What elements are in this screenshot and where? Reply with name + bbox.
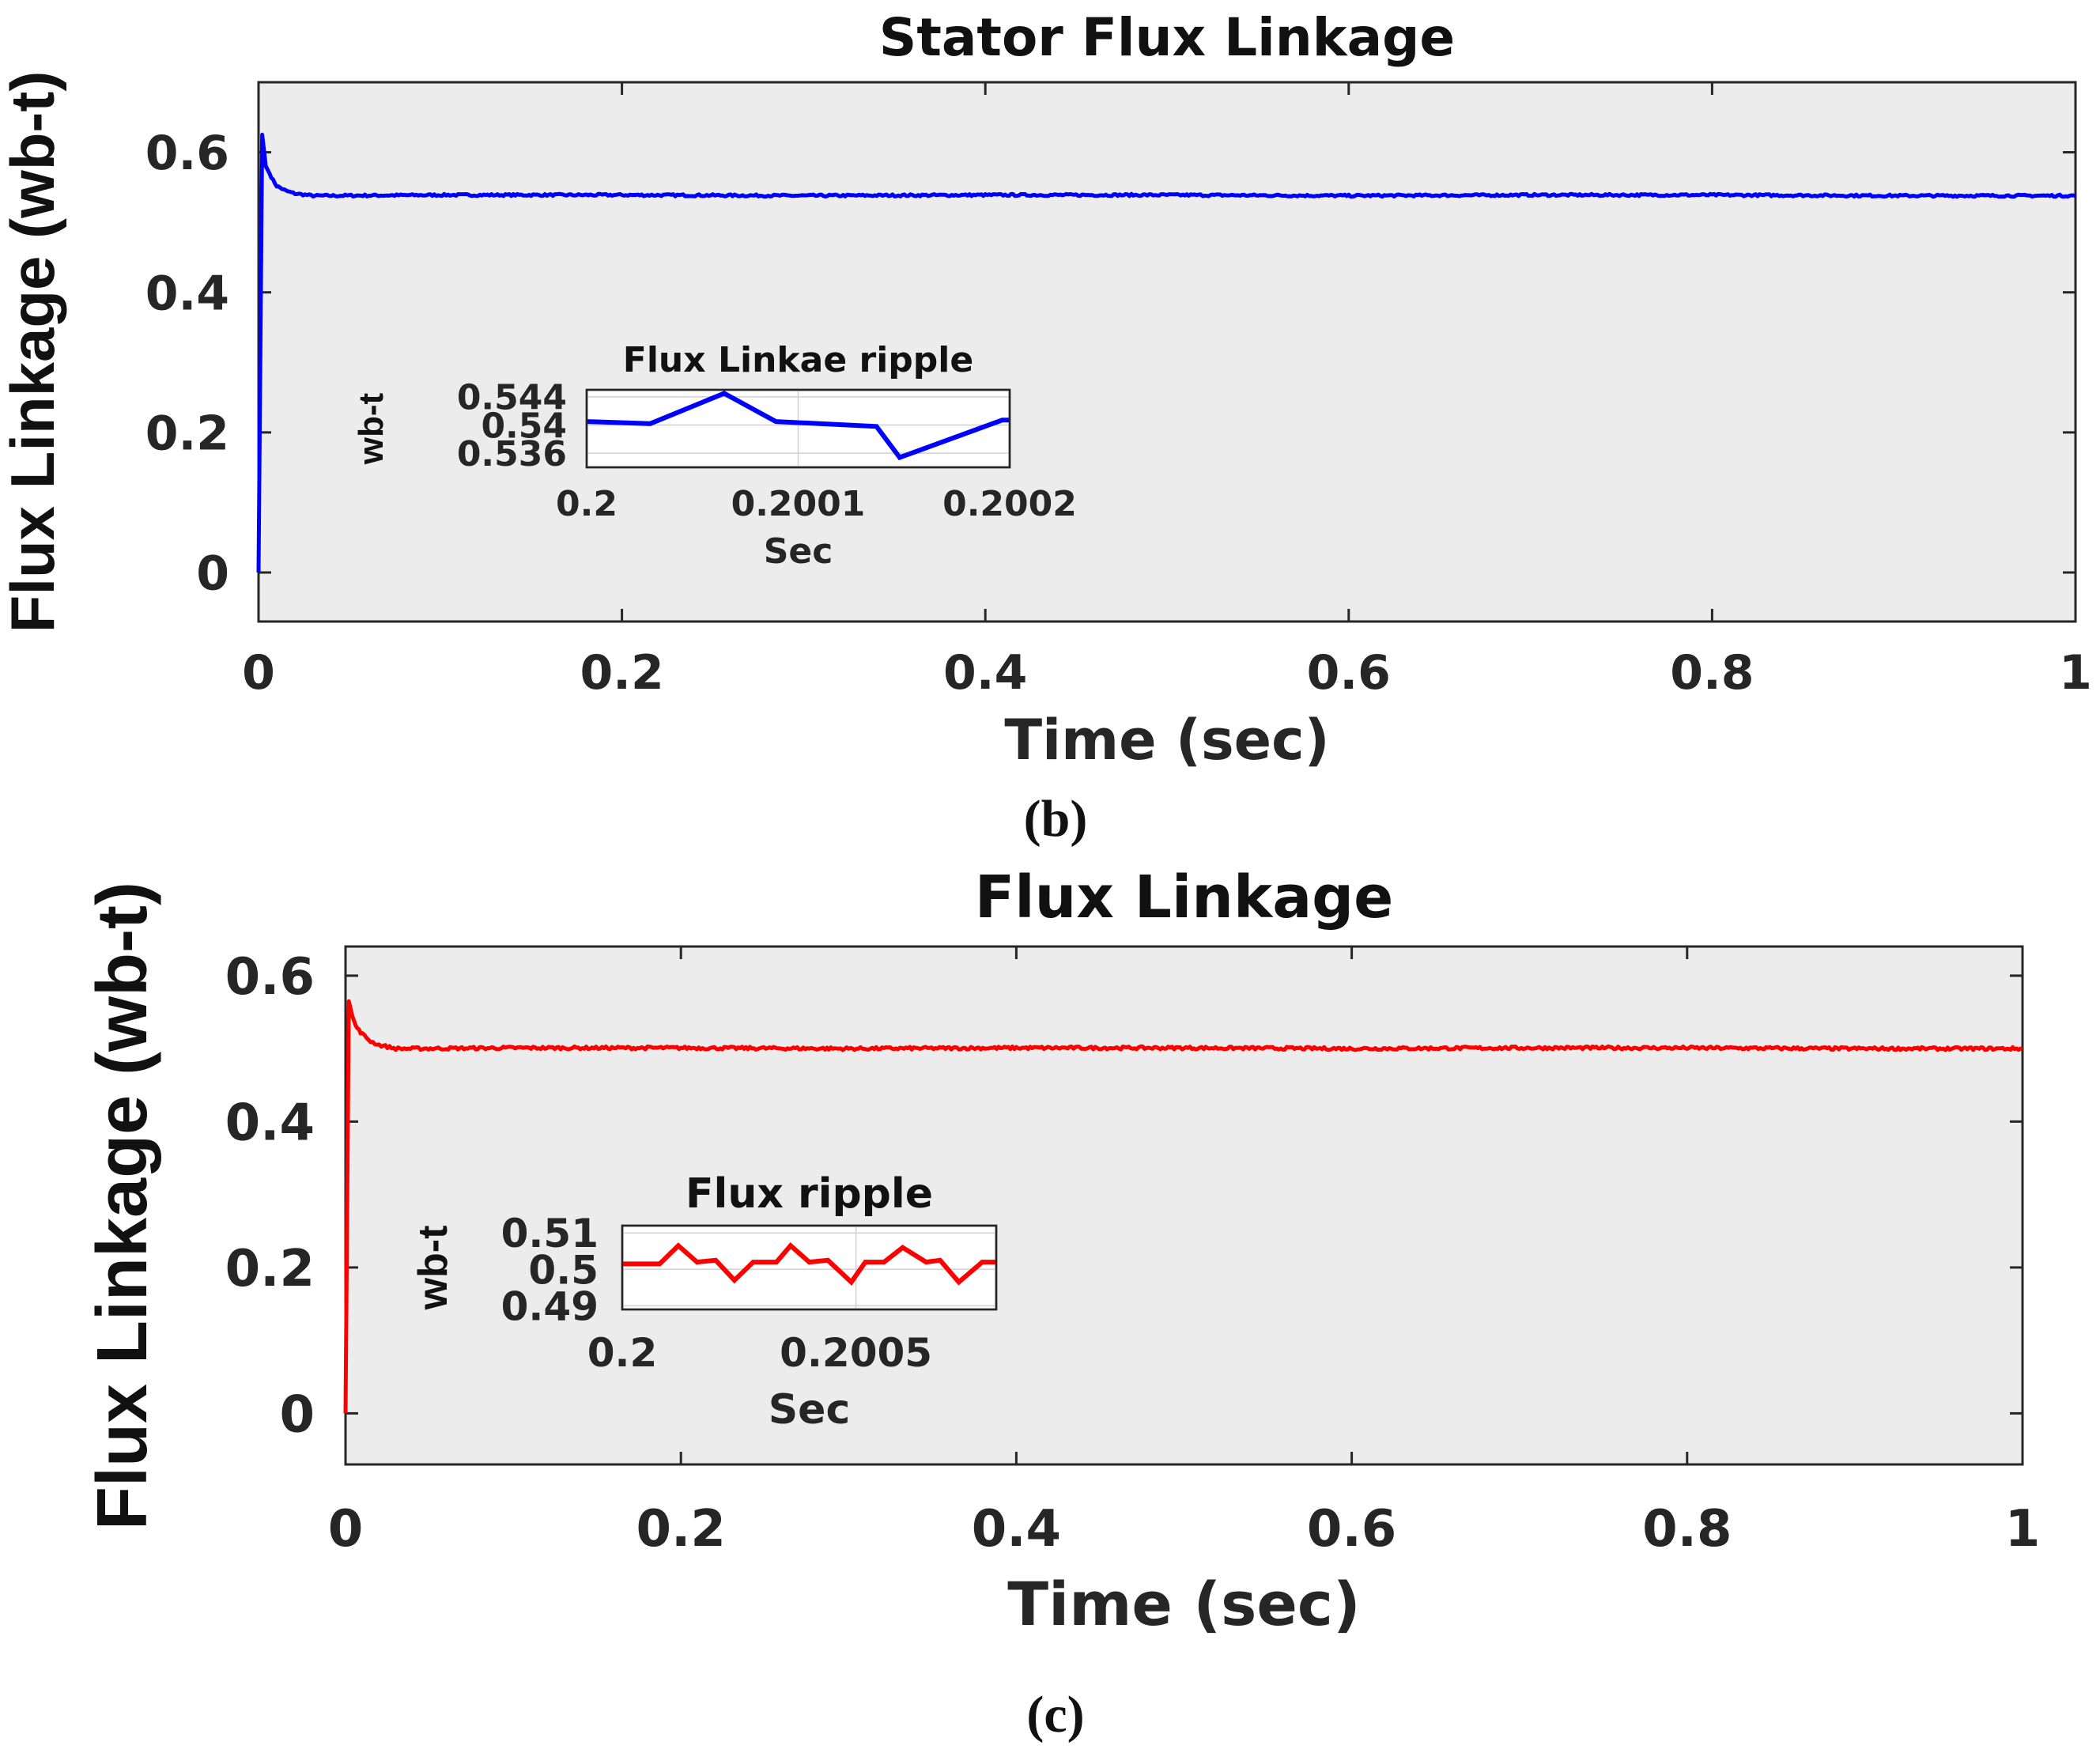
y-tick-label: 0.6	[145, 126, 229, 181]
inset-x-axis-label: Sec	[764, 531, 833, 572]
x-tick-label: 0	[328, 1500, 364, 1559]
x-tick-label: 1	[2059, 645, 2092, 701]
y-tick-label: 0.6	[225, 948, 315, 1007]
x-tick-label: 0.2	[636, 1500, 726, 1559]
x-tick-label: 0.4	[972, 1500, 1061, 1559]
inset-y-tick-label: 0.49	[501, 1283, 599, 1329]
chart-panel-c: 0 0.2 0.4 0.6 0.8 1 0 0.2 0.4 0.6 Flux Linkage Time…	[83, 863, 2040, 1744]
inset-series-line	[622, 1242, 996, 1286]
y-tick-label: 0.2	[225, 1240, 315, 1298]
inset-x-tick-label: 0.2005	[780, 1330, 932, 1376]
inset-y-tick-label: 0.544	[457, 378, 567, 418]
inset-chart: 0.2 0.2005 0.490.50.51 Flux ripple Sec wb-t	[410, 1170, 998, 1434]
inset-title: Flux Linkae ripple	[623, 340, 973, 380]
inset-x-axis-label: Sec	[769, 1386, 851, 1434]
chart-title: Flux Linkage	[975, 863, 1394, 931]
y-tick-label: 0.4	[225, 1094, 315, 1152]
y-tick-label: 0.4	[145, 266, 229, 321]
x-tick-label: 0.4	[943, 645, 1027, 701]
inset-x-tick-label: 0.2002	[942, 484, 1077, 524]
series-line-flux	[256, 132, 2076, 573]
y-axis-label: Flux Linkage (wb-t)	[83, 882, 162, 1530]
inset-plot-area	[621, 1224, 998, 1311]
x-tick-label: 1	[2005, 1500, 2041, 1559]
series-line-flux	[343, 999, 2023, 1414]
panel-caption: (b)	[1024, 790, 1088, 848]
x-tick-label: 0.6	[1307, 1500, 1396, 1559]
inset-x-tick-label: 0.2001	[731, 484, 866, 524]
inset-y-tick-label: 0.5	[528, 1247, 599, 1293]
x-tick-label: 0.8	[1670, 645, 1754, 701]
x-axis-label: Time (sec)	[1007, 1569, 1360, 1639]
y-tick-label: 0.2	[145, 406, 229, 461]
inset-y-axis-label: wb-t	[352, 392, 391, 465]
inset-frame	[621, 1224, 998, 1311]
inset-x-tick-label: 0.2	[587, 1330, 658, 1376]
inset-x-tick-label: 0.2	[556, 484, 618, 524]
plot-area	[257, 81, 2077, 623]
chart-panel-b: 0 0.2 0.4 0.6 0.8 1 0 0.2 0.4 0.6 Stator Flux Link…	[0, 7, 2092, 848]
inset-frame	[585, 388, 1011, 469]
chart-title: Stator Flux Linkage	[879, 7, 1455, 68]
inset-y-axis-label: wb-t	[410, 1226, 456, 1311]
panel-caption: (c)	[1026, 1686, 1084, 1744]
x-tick-label: 0.2	[580, 645, 663, 701]
y-tick-label: 0	[279, 1385, 315, 1444]
x-tick-label: 0.8	[1642, 1500, 1732, 1559]
x-axis-label: Time (sec)	[1004, 708, 1329, 773]
x-tick-label: 0	[242, 645, 275, 701]
y-tick-label: 0	[196, 546, 229, 602]
inset-y-tick-label: 0.54	[481, 406, 567, 446]
y-axis-label: Flux Linkage (wb-t)	[0, 71, 67, 633]
inset-title: Flux ripple	[686, 1170, 933, 1218]
x-tick-label: 0.6	[1307, 645, 1391, 701]
inset-series-line	[586, 391, 1010, 461]
plot-area	[344, 945, 2024, 1466]
inset-y-tick-label: 0.51	[501, 1211, 599, 1256]
inset-y-tick-label: 0.536	[457, 434, 567, 474]
